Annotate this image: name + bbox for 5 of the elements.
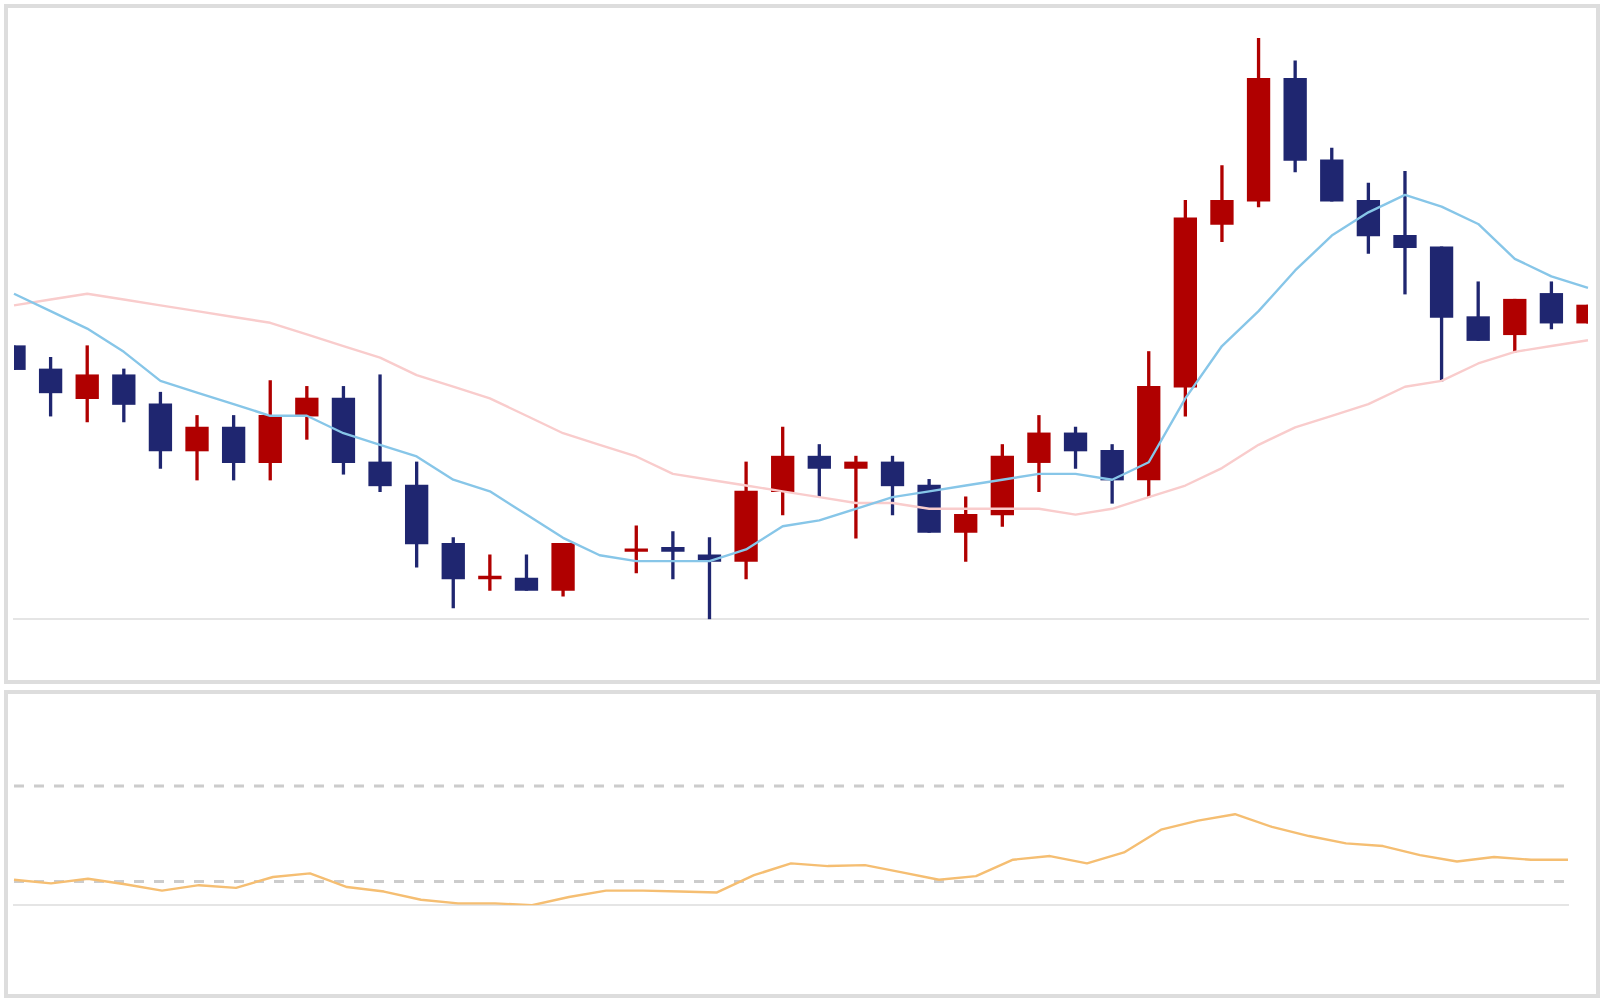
candlestick: [661, 531, 685, 580]
candlestick: [844, 455, 868, 539]
candlestick: [368, 374, 392, 492]
candlestick: [478, 554, 502, 591]
candlestick: [1393, 171, 1417, 295]
